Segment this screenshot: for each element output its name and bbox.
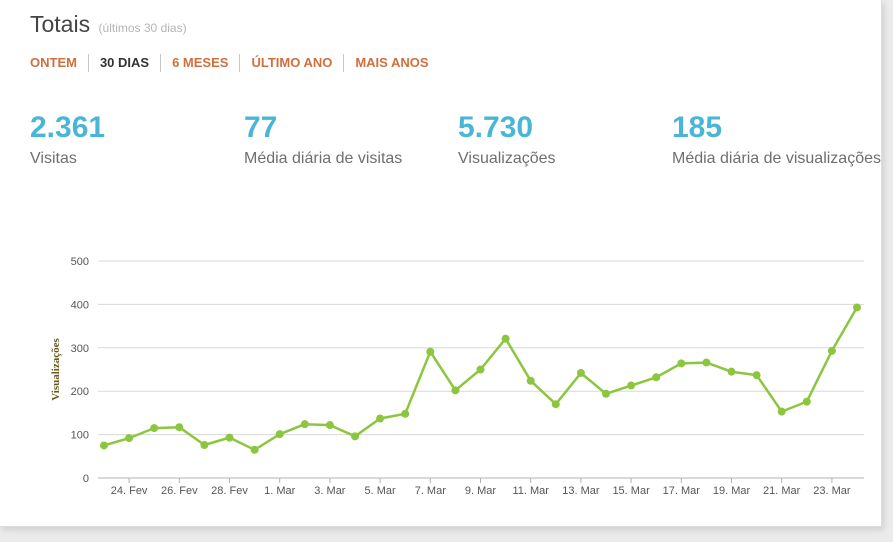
x-tick-label: 24. Fev [111,485,148,497]
x-tick-label: 11. Mar [512,485,549,497]
y-tick-label: 400 [71,299,89,311]
stat-daily-views: 185 Média diária de visualizações [672,110,881,168]
data-point [351,432,359,441]
data-point [802,397,811,406]
data-point [853,303,861,312]
data-point [476,365,485,374]
x-tick-label: 19. Mar [713,485,751,497]
data-point [300,420,309,429]
x-tick-label: 5. Mar [365,485,397,497]
y-tick-label: 300 [71,343,89,355]
data-point [150,424,159,433]
stat-daily-views-value: 185 [672,111,723,144]
data-point [501,334,510,343]
y-tick-label: 500 [71,256,89,268]
data-point [175,423,184,432]
stat-daily-visits: 77 Média diária de visitas [244,110,402,168]
data-point [325,421,334,430]
header: Totais (últimos 30 dias) [30,11,187,38]
data-point [551,400,560,409]
x-tick-label: 26. Fev [161,485,198,497]
y-tick-label: 200 [71,386,89,398]
data-point [777,407,786,416]
data-point [526,376,535,385]
y-axis-title: Visualizações [50,338,62,401]
data-point [652,373,661,382]
y-tick-label: 0 [83,473,89,485]
data-point [225,433,234,442]
stat-daily-visits-value: 77 [244,111,278,144]
x-tick-label: 1. Mar [264,485,296,497]
stat-visits-label: Visitas [30,150,77,167]
data-point [451,386,460,395]
x-tick-label: 15. Mar [612,485,650,497]
data-point [250,445,259,454]
data-point [401,409,410,418]
tab-yesterday[interactable]: ONTEM [30,55,77,70]
y-tick-label: 100 [71,430,89,442]
data-point [275,430,284,439]
data-point [827,346,836,355]
data-point [100,441,108,450]
stat-views-value: 5.730 [458,111,534,144]
period-tabs: ONTEM 30 DIAS 6 MESES ÚLTIMO ANO MAIS AN… [30,54,440,72]
tab-30-days[interactable]: 30 DIAS [87,54,160,72]
stat-visits-value: 2.361 [30,111,106,144]
tab-6-months[interactable]: 6 MESES [160,54,239,72]
views-line-chart: 0 100 200 300 400 500 24. Fev 26. Fev 28. Fev 1. … [50,256,864,497]
page-title: Totais [30,11,91,37]
stat-daily-visits-label: Média diária de visitas [244,150,403,167]
x-tick-label: 28. Fev [211,485,248,497]
data-point [602,389,610,398]
stat-views-label: Visualizações [458,150,556,167]
tab-last-year[interactable]: ÚLTIMO ANO [239,54,343,72]
x-tick-label: 9. Mar [465,485,497,497]
data-point [576,368,585,377]
data-point [627,381,636,390]
x-tick-label: 21. Mar [763,485,801,497]
tab-more-years[interactable]: MAIS ANOS [343,54,439,72]
data-point [702,358,711,367]
x-tick-label: 17. Mar [663,485,701,497]
stat-visits: 2.361 Visitas [30,110,105,168]
data-point [200,441,209,450]
stat-daily-views-label: Média diária de visualizações [672,150,881,167]
data-point [752,371,761,380]
period-subtitle: (últimos 30 dias) [98,21,187,35]
data-point [125,434,134,443]
data-point [727,367,736,376]
x-tick-label: 23. Mar [813,485,851,497]
x-tick-label: 3. Mar [314,485,346,497]
stat-views: 5.730 Visualizações [458,110,556,168]
data-point [376,414,385,423]
data-point [677,359,686,368]
series-line-visualizacoes [103,306,859,452]
totals-card: Totais (últimos 30 dias) ONTEM 30 DIAS 6… [0,0,882,527]
x-tick-label: 7. Mar [415,485,447,497]
x-tick-label: 13. Mar [562,485,600,497]
data-point [426,347,435,356]
